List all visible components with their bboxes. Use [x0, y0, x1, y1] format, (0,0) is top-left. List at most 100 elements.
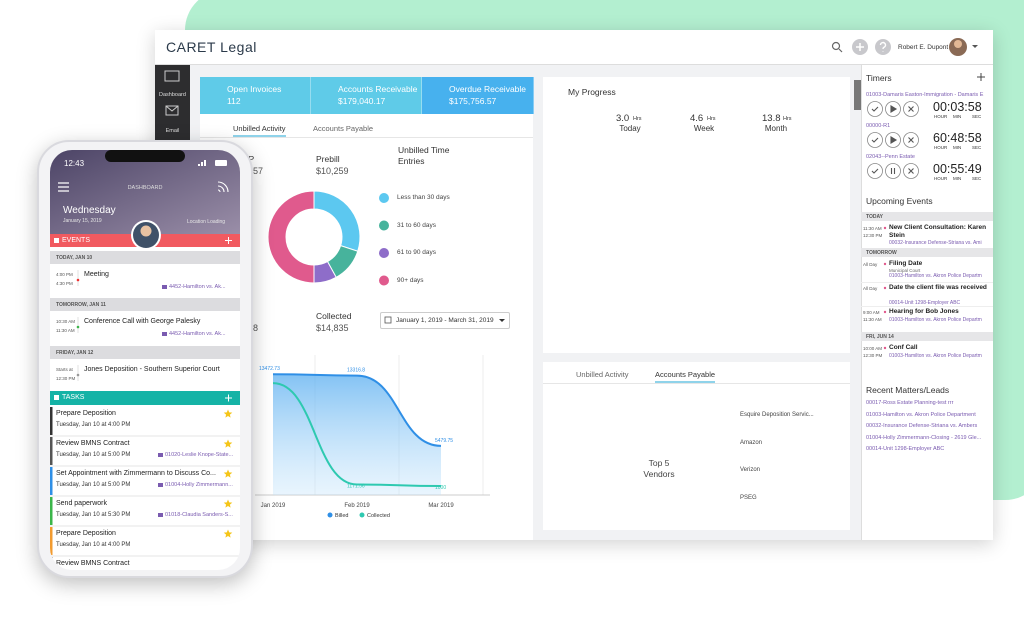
task-star	[223, 409, 233, 418]
donut-center: Top 5 Vendors	[643, 458, 675, 479]
sidebar-label[interactable]: Dashboard	[159, 92, 186, 98]
task-stripe	[50, 497, 53, 525]
event-divider	[861, 306, 993, 307]
event-title[interactable]: Filing Date	[889, 260, 923, 267]
event-matter[interactable]: 01003-Hamilton vs. Akron Police Departm	[889, 317, 982, 323]
event-group-label: TOMORROW	[866, 250, 897, 256]
chart	[164, 70, 180, 116]
battery	[215, 160, 227, 166]
data-label: 5479.75	[435, 438, 453, 444]
help-button	[875, 39, 891, 55]
phone-day: Wednesday	[63, 205, 116, 216]
task-due: Tuesday, Jan 10 at 4:00 PM	[56, 422, 131, 428]
task-stripe	[50, 527, 53, 555]
event-matter[interactable]: 00014-Unit 1298-Employer ABC	[889, 300, 961, 306]
task-title[interactable]: Send paperwork	[56, 500, 107, 507]
task-title[interactable]: Prepare Deposition	[56, 410, 116, 417]
task-star	[223, 529, 233, 538]
x-tick-label: Jan 2019	[261, 503, 286, 509]
menu-caret	[972, 45, 978, 48]
progress-label: Today	[619, 124, 641, 133]
event-title[interactable]: Jones Deposition - Southern Superior Cou…	[84, 366, 220, 373]
task-due: Tuesday, Jan 10 at 5:00 PM	[56, 482, 131, 488]
event-start: All Day	[863, 286, 878, 291]
event-title[interactable]: Conf Call	[889, 344, 918, 351]
sidebar-label[interactable]: Email	[165, 128, 180, 134]
task-stripe	[50, 437, 53, 465]
phone-header	[50, 150, 240, 234]
search-icon	[838, 48, 843, 53]
task-due: Tuesday, Jan 10 at 4:00 PM	[56, 542, 131, 548]
add-button	[856, 43, 864, 51]
event-title[interactable]: Meeting	[84, 271, 109, 278]
event-group-bar	[861, 212, 993, 221]
date-range[interactable]: January 1, 2019 - March 31, 2019	[396, 317, 494, 324]
timer-matter[interactable]: 02043--Penn Estate	[866, 154, 915, 160]
panel-title: Timers	[866, 73, 892, 83]
event-group-bar	[861, 332, 993, 341]
recent-matter[interactable]: 00014-Unit 1298-Employer ABC	[866, 446, 945, 452]
event-matter[interactable]: 4452-Hamilton vs. Ak...	[169, 284, 226, 290]
event-title[interactable]: New Client Consultation: Karen Stein	[889, 224, 987, 239]
task-title[interactable]: Prepare Deposition	[56, 530, 116, 537]
tab[interactable]: Accounts Payable	[313, 124, 374, 133]
recent-matter[interactable]: 00032-Insurance Defense-Striana vs. Ambe…	[866, 423, 978, 429]
task-matter[interactable]: 01018-Claudia Sanders-S...	[165, 512, 233, 518]
event-matter[interactable]: 4452-Hamilton vs. Ak...	[169, 331, 226, 337]
event-start: 11:30 AM	[863, 226, 882, 231]
donut-segment	[267, 190, 315, 284]
dashboard-window: CARET Legal Robert E. Dupont Dashboard Em…	[155, 30, 993, 540]
event-matter[interactable]: 00032-Insurance Defense-Striana vs. Ami	[889, 240, 982, 246]
task-title[interactable]: Review BMNS Contract	[56, 440, 130, 447]
timer-button	[867, 132, 883, 148]
tab[interactable]: Unbilled Activity	[576, 370, 629, 379]
tab[interactable]: Accounts Payable	[655, 370, 716, 383]
group-bar	[50, 251, 240, 264]
recent-matter[interactable]: 01003-Hamilton vs. Akron Police Departme…	[866, 411, 976, 418]
data-label: 13472.73	[259, 366, 280, 372]
progress-label: Month	[764, 124, 788, 133]
timer-button-icon	[871, 137, 879, 143]
avatar	[140, 225, 152, 237]
task-title[interactable]: Review BMNS Contract	[56, 560, 130, 567]
event-title[interactable]: Conference Call with George Palesky	[84, 318, 201, 325]
legend-label: Collected	[367, 513, 390, 519]
task-matter[interactable]: 01020-Leslie Knope-State...	[165, 452, 234, 458]
task-title[interactable]: Set Appointment with Zimmermann to Discu…	[56, 470, 216, 477]
area	[273, 374, 441, 495]
timer-button-icon	[908, 168, 914, 174]
card-title: My Progress	[568, 87, 616, 97]
logo[interactable]: CARET Legal	[166, 39, 257, 55]
event-group-label: FRI, JUN 14	[866, 334, 894, 340]
event-end: 12:30 PM	[56, 376, 76, 381]
recent-matter[interactable]: 00017-Ross Estate Planning-test rrr	[866, 400, 954, 406]
event-matter[interactable]: 01003-Hamilton vs. Akron Police Departm	[889, 273, 982, 279]
user-name[interactable]: Robert E. Dupont	[898, 44, 949, 51]
event-matter[interactable]: 01003-Hamilton vs. Akron Police Departm	[889, 353, 982, 359]
tab-rule	[543, 383, 850, 384]
task-matter[interactable]: 01004-Holly Zimmermann...	[165, 482, 233, 488]
task-due: Tuesday, Jan 10 at 5:00 PM	[56, 452, 131, 458]
tab[interactable]: Unbilled Activity	[233, 124, 286, 137]
timer-matter[interactable]: 01003-Damaris Easton-Immigration - Damar…	[866, 92, 984, 98]
recent-matter[interactable]: 01004-Holly Zimmermann-Closing - 2619 Gl…	[866, 434, 982, 441]
timer-matter[interactable]: 00000-R1	[866, 123, 891, 129]
section-title: TASKS	[62, 394, 85, 401]
notch	[105, 150, 185, 162]
line	[272, 373, 442, 447]
date-range-picker[interactable]	[380, 312, 510, 329]
timer-unit: HOUR	[934, 145, 948, 150]
card	[543, 77, 850, 353]
progress-unit: Hrs	[707, 116, 716, 122]
event-title[interactable]: Hearing for Bob Jones	[889, 308, 959, 315]
phone-title: DASHBOARD	[127, 185, 163, 191]
calendar-icon	[384, 316, 392, 324]
task-due: Tuesday, Jan 10 at 5:30 PM	[56, 512, 131, 518]
event-dot	[76, 325, 80, 329]
legend-swatch	[379, 275, 389, 286]
chart	[50, 150, 240, 570]
summary-label: Open Invoices	[227, 84, 282, 94]
event-start: All Day	[863, 262, 878, 267]
event-title[interactable]: Date the client file was received	[889, 284, 987, 291]
